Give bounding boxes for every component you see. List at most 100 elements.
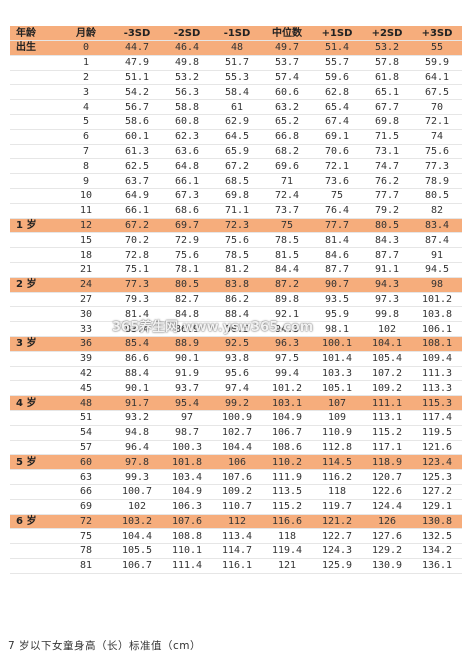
age-cell: 2 岁 — [10, 277, 60, 293]
value-cell: 115.2 — [262, 499, 312, 515]
value-cell: 46.4 — [162, 40, 212, 56]
header-minus2sd: -2SD — [162, 26, 212, 41]
header-minus1sd: -1SD — [212, 26, 262, 41]
value-cell: 75 — [262, 218, 312, 234]
value-cell: 68.2 — [262, 144, 312, 160]
value-cell: 100.9 — [212, 410, 262, 426]
month-cell: 51 — [60, 410, 112, 426]
value-cell: 95.9 — [312, 306, 362, 323]
age-cell — [10, 543, 60, 559]
value-cell: 75 — [312, 188, 362, 204]
table-row: 10 64.9 67.3 69.8 72.4 75 77.7 80.5 — [10, 188, 462, 204]
month-cell: 3 — [60, 84, 112, 101]
value-cell: 103.2 — [112, 514, 162, 530]
value-cell: 67.2 — [212, 158, 262, 175]
value-cell: 129.2 — [362, 543, 412, 559]
value-cell: 104.9 — [262, 410, 312, 426]
value-cell: 100.7 — [112, 484, 162, 500]
value-cell: 61 — [212, 99, 262, 115]
value-cell: 61.8 — [362, 70, 412, 86]
table-row: 8 62.5 64.8 67.2 69.6 72.1 74.7 77.3 — [10, 158, 462, 175]
value-cell: 103.4 — [162, 469, 212, 485]
value-cell: 94.3 — [362, 277, 412, 293]
value-cell: 65.2 — [262, 114, 312, 130]
value-cell: 103.1 — [262, 395, 312, 411]
value-cell: 82 — [412, 203, 462, 219]
month-cell: 27 — [60, 292, 112, 308]
value-cell: 121.2 — [312, 514, 362, 530]
value-cell: 77.7 — [312, 218, 362, 234]
value-cell: 104.9 — [162, 484, 212, 500]
value-cell: 75.6 — [412, 144, 462, 160]
value-cell: 86.2 — [212, 292, 262, 308]
table-row: 3 54.2 56.3 58.4 60.6 62.8 65.1 67.5 — [10, 84, 462, 101]
age-cell — [10, 247, 60, 263]
value-cell: 117.4 — [412, 410, 462, 426]
header-minus3sd: -3SD — [112, 26, 162, 41]
value-cell: 71.5 — [362, 129, 412, 145]
age-cell: 4 岁 — [10, 395, 60, 411]
value-cell: 88.4 — [112, 366, 162, 382]
value-cell: 77.3 — [412, 158, 462, 175]
month-cell: 54 — [60, 425, 112, 441]
value-cell: 77.3 — [112, 277, 162, 293]
value-cell: 102 — [362, 321, 412, 337]
value-cell: 60.1 — [112, 129, 162, 145]
value-cell: 58.8 — [162, 99, 212, 115]
table-row: 7 61.3 63.6 65.9 68.2 70.6 73.1 75.6 — [10, 144, 462, 160]
value-cell: 71 — [262, 173, 312, 189]
value-cell: 134.2 — [412, 543, 462, 559]
month-cell: 57 — [60, 440, 112, 456]
value-cell: 99.4 — [262, 366, 312, 382]
month-cell: 75 — [60, 528, 112, 545]
value-cell: 91.1 — [362, 262, 412, 278]
value-cell: 109 — [312, 410, 362, 426]
value-cell: 114.5 — [312, 454, 362, 471]
value-cell: 73.1 — [362, 144, 412, 160]
value-cell: 91.7 — [112, 395, 162, 411]
value-cell: 54.2 — [112, 84, 162, 101]
value-cell: 62.3 — [162, 129, 212, 145]
value-cell: 91 — [412, 247, 462, 263]
value-cell: 101.8 — [162, 454, 212, 471]
value-cell: 48 — [212, 40, 262, 56]
age-cell — [10, 469, 60, 485]
age-cell — [10, 558, 60, 574]
value-cell: 114.7 — [212, 543, 262, 559]
month-cell: 66 — [60, 484, 112, 500]
value-cell: 122.7 — [312, 528, 362, 545]
month-cell: 39 — [60, 351, 112, 367]
table-row: 4 岁 48 91.7 95.4 99.2 103.1 107 111.1 115.3 — [10, 395, 462, 411]
value-cell: 83.8 — [212, 277, 262, 293]
value-cell: 53.2 — [362, 40, 412, 56]
value-cell: 89.8 — [262, 292, 312, 308]
month-cell: 78 — [60, 543, 112, 559]
value-cell: 132.5 — [412, 528, 462, 545]
table-row: 1 岁 12 67.2 69.7 72.3 75 77.7 80.5 83.4 — [10, 218, 462, 234]
month-cell: 42 — [60, 366, 112, 382]
value-cell: 69.6 — [262, 158, 312, 175]
value-cell: 78.5 — [212, 247, 262, 263]
value-cell: 86.6 — [112, 351, 162, 367]
value-cell: 84.3 — [362, 232, 412, 249]
age-cell — [10, 84, 60, 101]
value-cell: 106.3 — [162, 499, 212, 515]
month-cell: 2 — [60, 70, 112, 86]
value-cell: 64.9 — [112, 188, 162, 204]
value-cell: 82.7 — [162, 292, 212, 308]
age-cell: 1 岁 — [10, 218, 60, 234]
value-cell: 90.7 — [312, 277, 362, 293]
age-cell — [10, 484, 60, 500]
table-caption: 7 岁以下女童身高（长）标准值（cm） — [8, 640, 202, 652]
age-cell — [10, 410, 60, 426]
value-cell: 59.6 — [312, 70, 362, 86]
month-cell: 36 — [60, 336, 112, 352]
value-cell: 95.6 — [212, 366, 262, 382]
value-cell: 127.2 — [412, 484, 462, 500]
value-cell: 78.9 — [412, 173, 462, 189]
value-cell: 118 — [262, 528, 312, 545]
height-standard-table-container: 年龄 月龄 -3SD -2SD -1SD 中位数 +1SD +2SD +3SD … — [10, 26, 462, 574]
value-cell: 111.3 — [412, 366, 462, 382]
value-cell: 78.5 — [262, 232, 312, 249]
value-cell: 90.1 — [112, 380, 162, 397]
